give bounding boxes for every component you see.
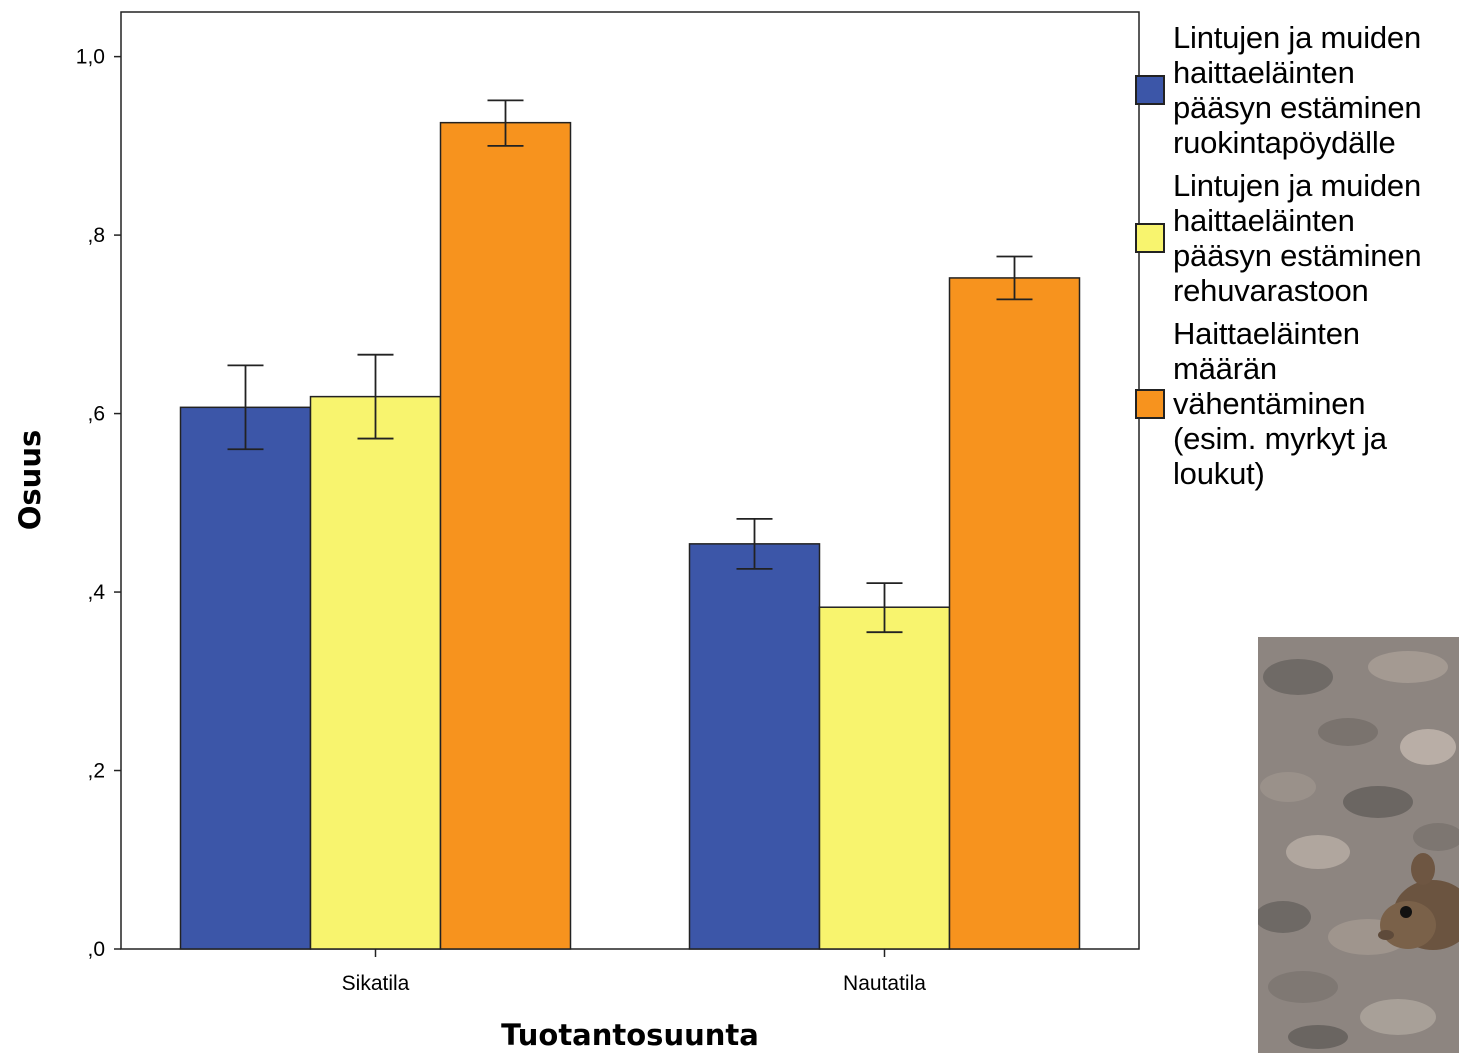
bar	[179, 406, 312, 950]
legend-item-rehuvarasto: Lintujen ja muiden haittaeläinten pääsyn…	[1133, 168, 1459, 308]
legend-label-line: Haittaeläinten	[1173, 316, 1360, 351]
y-tick-label: ,8	[87, 224, 105, 247]
legend-label-line: haittaeläinten	[1173, 203, 1355, 238]
legend-label-line: Lintujen ja muiden	[1173, 20, 1422, 55]
y-tick-label: ,2	[87, 760, 105, 783]
bars	[179, 121, 1081, 950]
legend-label-line: Lintujen ja muiden	[1173, 168, 1422, 203]
x-category-label: Sikatila	[342, 972, 410, 995]
bar	[948, 277, 1081, 950]
legend-label-line: pääsyn estäminen	[1173, 90, 1422, 125]
error-bars	[227, 99, 1033, 634]
y-tick-label: ,6	[87, 403, 105, 426]
mouse-photo	[1258, 637, 1459, 1053]
legend-item-maaran-vahentaminen: Haittaeläinten määrän vähentäminen (esim…	[1133, 316, 1459, 491]
legend-label-line: pääsyn estäminen	[1173, 238, 1422, 273]
y-tick-label: ,0	[87, 938, 105, 961]
legend-label-line: ruokintapöydälle	[1173, 125, 1396, 160]
bar	[309, 395, 442, 950]
y-tick-label: 1,0	[76, 46, 105, 69]
y-tick-label: ,4	[87, 581, 105, 604]
legend-label-line: rehuvarastoon	[1173, 273, 1369, 308]
legend: Lintujen ja muiden haittaeläinten pääsyn…	[1133, 20, 1459, 499]
legend-swatch-yellow	[1135, 223, 1165, 253]
bar	[688, 543, 821, 950]
legend-label-line: loukut)	[1173, 456, 1265, 491]
legend-label-line: määrän	[1173, 351, 1277, 386]
x-axis-title: Tuotantosuunta	[501, 1018, 759, 1052]
legend-swatch-orange	[1135, 388, 1165, 419]
bar	[439, 121, 572, 950]
x-category-label: Nautatila	[843, 972, 926, 995]
legend-label-line: haittaeläinten	[1173, 55, 1355, 90]
x-axis: Sikatila Nautatila	[342, 949, 926, 995]
legend-swatch-blue	[1135, 75, 1165, 105]
legend-item-ruokintapoyta: Lintujen ja muiden haittaeläinten pääsyn…	[1133, 20, 1459, 160]
y-axis: ,0 ,2 ,4 ,6 ,8 1,0	[76, 46, 121, 961]
legend-label-line: (esim. myrkyt ja	[1173, 421, 1387, 456]
legend-label-line: vähentäminen	[1173, 386, 1366, 421]
y-axis-title: Osuus	[13, 430, 47, 530]
bar	[818, 606, 951, 950]
